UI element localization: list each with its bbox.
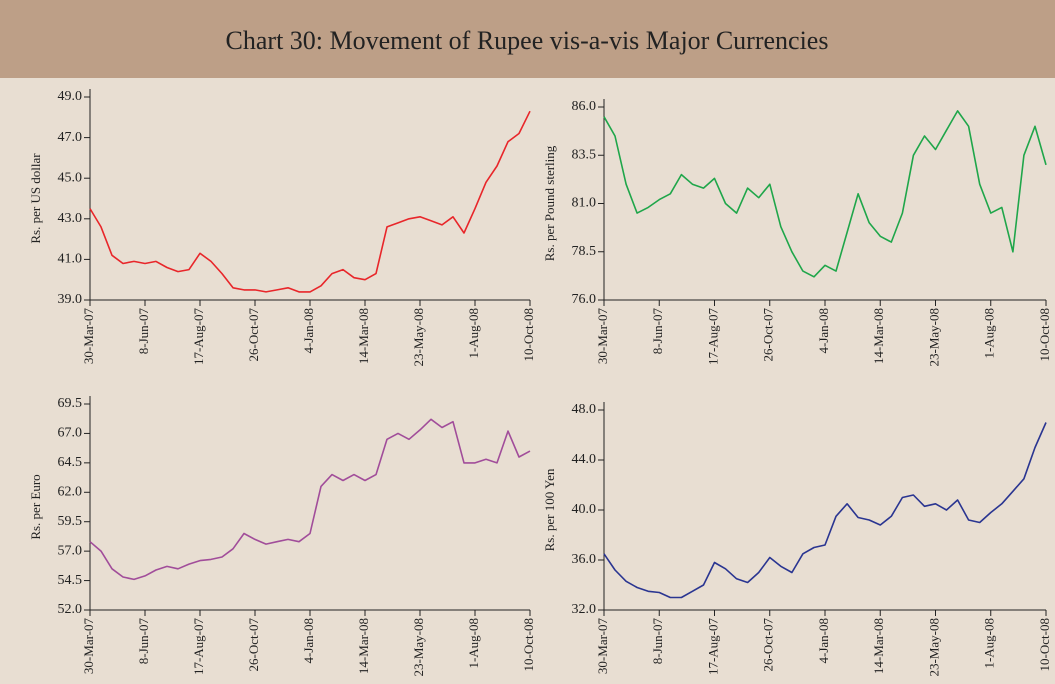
y-tick-label: 47.0 — [58, 130, 83, 145]
y-tick-label: 45.0 — [58, 170, 83, 185]
x-tick-label: 10-Oct-08 — [521, 618, 536, 671]
y-tick-label: 59.5 — [58, 514, 83, 529]
x-tick-label: 14-Mar-08 — [871, 618, 886, 674]
x-tick-label: 23-May-08 — [926, 618, 941, 677]
y-tick-label: 32.0 — [572, 602, 597, 617]
y-axis-label: Rs. per Euro — [28, 474, 43, 539]
x-tick-label: 8-Jun-07 — [650, 618, 665, 665]
y-tick-label: 43.0 — [58, 211, 83, 226]
y-tick-label: 39.0 — [58, 292, 83, 307]
y-tick-label: 62.0 — [58, 485, 83, 500]
x-tick-label: 1-Aug-08 — [982, 618, 997, 669]
line-series — [89, 110, 531, 293]
x-tick-label: 14-Mar-08 — [871, 308, 886, 364]
x-tick-label: 17-Aug-07 — [191, 308, 206, 366]
x-tick-label: 30-Mar-07 — [595, 308, 610, 365]
x-tick-label: 30-Mar-07 — [81, 308, 96, 365]
x-tick-label: 10-Oct-08 — [1037, 618, 1052, 671]
y-tick-label: 36.0 — [572, 552, 597, 567]
line-series — [603, 110, 1047, 278]
y-tick-label: 64.5 — [58, 455, 83, 470]
title-bar — [0, 0, 1055, 78]
x-tick-label: 23-May-08 — [926, 308, 941, 367]
y-tick-label: 54.5 — [58, 573, 83, 588]
x-tick-label: 8-Jun-07 — [650, 308, 665, 355]
y-tick-label: 48.0 — [572, 402, 597, 417]
x-tick-label: 23-May-08 — [411, 308, 426, 367]
y-tick-label: 40.0 — [572, 502, 597, 517]
y-axis-label: Rs. per 100 Yen — [542, 468, 557, 551]
x-tick-label: 10-Oct-08 — [521, 308, 536, 361]
x-tick-label: 1-Aug-08 — [466, 308, 481, 359]
x-tick-label: 14-Mar-08 — [356, 618, 371, 674]
line-series — [89, 418, 531, 581]
x-tick-label: 10-Oct-08 — [1037, 308, 1052, 361]
y-tick-label: 83.5 — [572, 147, 597, 162]
page-title: Chart 30: Movement of Rupee vis-a-vis Ma… — [226, 26, 829, 55]
x-tick-label: 30-Mar-07 — [595, 618, 610, 675]
y-tick-label: 67.0 — [58, 426, 83, 441]
x-tick-label: 4-Jan-08 — [301, 308, 316, 354]
y-tick-label: 81.0 — [572, 196, 597, 211]
x-tick-label: 17-Aug-07 — [705, 308, 720, 366]
x-tick-label: 4-Jan-08 — [816, 308, 831, 354]
y-tick-label: 76.0 — [572, 292, 597, 307]
x-tick-label: 4-Jan-08 — [816, 618, 831, 664]
y-tick-label: 69.5 — [58, 396, 83, 411]
y-tick-label: 49.0 — [58, 89, 83, 104]
y-axis-label: Rs. per US dollar — [28, 153, 43, 244]
x-tick-label: 26-Oct-07 — [761, 308, 776, 362]
x-tick-label: 8-Jun-07 — [136, 308, 151, 355]
x-tick-label: 23-May-08 — [411, 618, 426, 677]
x-tick-label: 26-Oct-07 — [761, 618, 776, 672]
x-tick-label: 17-Aug-07 — [705, 618, 720, 676]
x-tick-label: 17-Aug-07 — [191, 618, 206, 676]
x-tick-label: 1-Aug-08 — [466, 618, 481, 669]
x-tick-label: 4-Jan-08 — [301, 618, 316, 664]
y-tick-label: 52.0 — [58, 602, 83, 617]
x-tick-label: 26-Oct-07 — [246, 618, 261, 672]
y-axis-label: Rs. per Pound sterling — [542, 145, 557, 261]
x-tick-label: 1-Aug-08 — [982, 308, 997, 359]
x-tick-label: 30-Mar-07 — [81, 618, 96, 675]
y-tick-label: 44.0 — [572, 452, 597, 467]
x-tick-label: 26-Oct-07 — [246, 308, 261, 362]
line-series — [603, 422, 1047, 599]
y-tick-label: 41.0 — [58, 252, 83, 267]
y-tick-label: 78.5 — [572, 244, 597, 259]
y-tick-label: 86.0 — [572, 99, 597, 114]
x-tick-label: 14-Mar-08 — [356, 308, 371, 364]
x-tick-label: 8-Jun-07 — [136, 618, 151, 665]
y-tick-label: 57.0 — [58, 543, 83, 558]
